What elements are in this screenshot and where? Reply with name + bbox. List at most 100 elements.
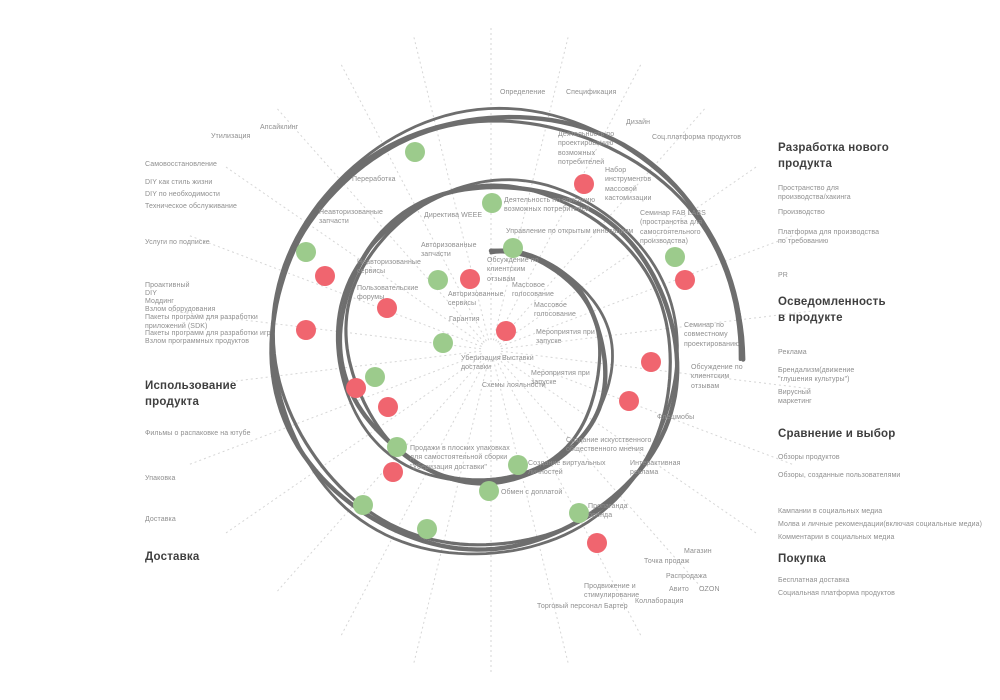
guide-line [498, 355, 757, 534]
diagram-label: Мероприятия при запуске [531, 370, 590, 387]
diagram-label: Бесплатная доставка [778, 577, 850, 584]
diagram-label: Кампании в социальных медиа [778, 508, 883, 515]
touchpoint-dot-positive [365, 367, 385, 387]
diagram-label: Флешмобы [657, 414, 695, 421]
touchpoint-dot-positive [428, 270, 448, 290]
touchpoint-dot-negative [460, 269, 480, 289]
diagram-label: Точка продаж [644, 558, 690, 565]
guide-line [189, 235, 482, 347]
touchpoint-dot-positive [503, 238, 523, 258]
touchpoint-dots [296, 142, 695, 553]
diagram-label: Деятельность по проектированию возможных… [558, 131, 615, 167]
touchpoint-dot-negative [383, 462, 403, 482]
stage-heading: Сравнение и выбор [778, 428, 896, 440]
diagram-label: Семинар по совместному проектированию [684, 322, 740, 348]
diagram-label: Авторизованные запчасти [421, 242, 477, 259]
diagram-label: Обзоры продуктов [778, 454, 840, 461]
guide-line [492, 359, 569, 663]
guide-line [497, 357, 705, 592]
stage-heading: Использование продукта [145, 380, 237, 409]
diagram-label: Комментарии в социальных медиа [778, 534, 895, 541]
touchpoint-dot-positive [433, 333, 453, 353]
diagram-label: Апсайклинг [260, 124, 299, 131]
diagram-label: Реклама [778, 349, 807, 356]
diagram-label: Молва и личные рекомендации(включая соци… [778, 521, 983, 528]
touchpoint-dot-positive [508, 455, 528, 475]
guide-line [225, 166, 484, 345]
diagram-label: Пространство для производства/хакинга [778, 185, 851, 202]
diagram-label: Набор инструментов массовой кастомизации [605, 167, 652, 203]
guide-line [495, 358, 642, 636]
diagram-label: Обмен с доплатой [501, 489, 563, 496]
diagram-label: Уберизация доставки [461, 355, 501, 372]
diagram-label: Бартер [604, 603, 628, 610]
diagram-label: Вирусный маркетинг [778, 389, 812, 406]
stage-heading: Доставка [145, 551, 200, 563]
touchpoint-dot-negative [675, 270, 695, 290]
touchpoint-dot-positive [296, 242, 316, 262]
diagram-label: Упаковка [145, 475, 176, 482]
spiral-stroke [270, 106, 745, 556]
diagram-label: Интерактивная реклама [630, 460, 681, 477]
diagram-label: PR [778, 272, 788, 279]
touchpoint-dot-negative [641, 352, 661, 372]
touchpoint-dot-positive [387, 437, 407, 457]
guide-line [500, 310, 811, 350]
touchpoint-dot-positive [482, 193, 502, 213]
guide-line [189, 353, 482, 465]
diagram-label: Фильмы о распаковке на ютубе [145, 430, 251, 437]
diagram-label: Создание виртуальных личностей [528, 460, 606, 477]
radial-guide-lines [171, 28, 811, 672]
diagram-label: Неавторизованные сервисы [357, 259, 422, 276]
guide-line [340, 358, 487, 636]
touchpoint-dot-negative [496, 321, 516, 341]
guide-line [277, 108, 485, 343]
touchpoint-dot-negative [378, 397, 398, 417]
diagram-label: Обсуждение по клиентским отзывам [691, 364, 743, 390]
diagram-label: Авито [669, 586, 689, 593]
diagram-label: Коллаборация [635, 598, 684, 605]
diagram-label: Переработка [352, 176, 396, 183]
touchpoint-dot-negative [587, 533, 607, 553]
diagram-label: Самовосстановление [145, 161, 218, 168]
touchpoint-dot-negative [619, 391, 639, 411]
diagram-label: Пропаганда бренда [588, 503, 628, 520]
diagram-label: Гарантия [449, 316, 480, 323]
touchpoint-dot-positive [353, 495, 373, 515]
touchpoint-dot-positive [665, 247, 685, 267]
diagram-label: Массовое голосование [534, 302, 576, 319]
diagram-label: Семинар FAB LABS (пространства для самос… [640, 210, 706, 246]
diagram-label: Управление по открытым инновациям [506, 228, 634, 235]
diagram-label: Продвижение и стимулирование [584, 583, 640, 600]
stage-heading: Разработка нового продукта [778, 142, 889, 171]
diagram-label: Продажи в плоских упаковках для самостоя… [410, 445, 510, 471]
touchpoint-dot-positive [417, 519, 437, 539]
diagram-label: Пакеты программ для разработки приложени… [145, 314, 258, 331]
stage-heading: Покупка [778, 553, 826, 565]
guide-line [171, 350, 482, 390]
diagram-label: Деятельность по описанию возможных потре… [504, 197, 596, 214]
diagram-label: Моддинг [145, 298, 174, 305]
diagram-label: Авторизованные сервисы [448, 291, 504, 308]
guide-line [340, 64, 487, 342]
touchpoint-dot-negative [315, 266, 335, 286]
guide-line [498, 166, 757, 345]
diagram-label: Выставки [502, 355, 534, 362]
guide-line [413, 37, 490, 341]
diagram-label: Создание искусственного общественного мн… [566, 437, 652, 454]
guide-line [413, 359, 490, 663]
diagram-label: Торговый персонал [537, 603, 603, 610]
diagram-label: Определение [500, 89, 546, 96]
diagram-label: Утилизация [211, 133, 251, 140]
diagram-label: DIY [145, 290, 157, 297]
diagram-label: Взлом программных продуктов [145, 338, 250, 345]
diagram-label: Производство [778, 209, 825, 216]
diagram-label: Распродажа [666, 573, 707, 580]
touchpoint-dot-positive [479, 481, 499, 501]
touchpoint-dot-negative [296, 320, 316, 340]
diagram-label: Обзоры, созданные пользователями [778, 472, 901, 479]
diagram-label: Пользовательские форумы [357, 285, 419, 302]
